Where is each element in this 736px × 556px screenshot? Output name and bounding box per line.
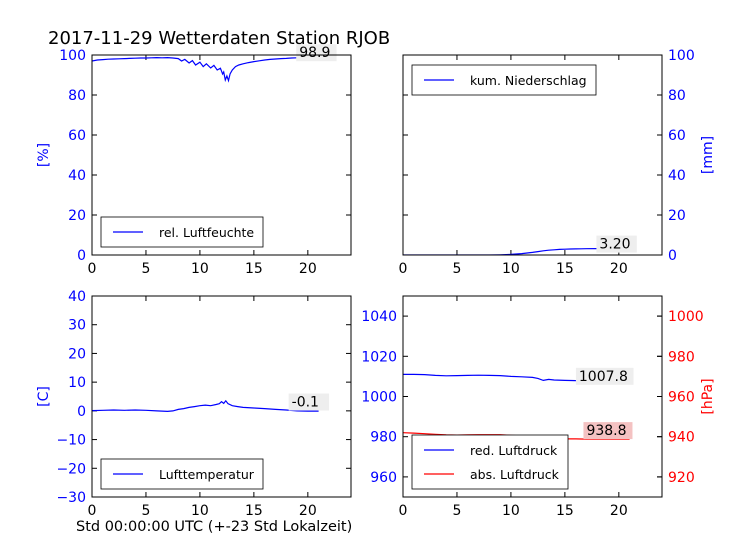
x-tick-label: 20 [299, 261, 317, 277]
y-right-tick-label: 980 [668, 349, 695, 365]
x-tick-label: 15 [556, 503, 574, 519]
y-tick-label: 40 [68, 289, 86, 305]
y-tick-label: 100 [59, 48, 86, 64]
value-label: -0.1 [292, 395, 319, 411]
y-tick-label: 20 [68, 346, 86, 362]
legend-label: rel. Luftfeuchte [159, 225, 254, 240]
x-tick-label: 15 [245, 503, 263, 519]
y-tick-label: 80 [68, 88, 86, 104]
y-tick-label: 20 [668, 208, 686, 224]
y-tick-label: 1040 [361, 309, 397, 325]
x-tick-label: 10 [502, 261, 520, 277]
x-tick-label: 20 [610, 503, 628, 519]
y-axis-label: [hPa] [700, 378, 716, 414]
x-tick-label: 5 [452, 503, 461, 519]
y-tick-label: 60 [68, 128, 86, 144]
x-tick-label: 0 [88, 503, 97, 519]
axes-frame [91, 295, 352, 498]
y-tick-label: −20 [56, 461, 86, 477]
value-badge [583, 422, 633, 440]
value-badge [296, 44, 337, 62]
y-tick-label: 1000 [361, 390, 397, 406]
value-label: 938.8 [586, 423, 626, 439]
x-tick-label: 0 [88, 261, 97, 277]
y-right-tick-label: 940 [668, 430, 695, 446]
legend-label: abs. Luftdruck [470, 467, 560, 482]
y-tick-label: 40 [668, 168, 686, 184]
panel-pressure: 0 5 10 15 20 960 980 1000 1020 1040 920 940 960 980 10… [361, 295, 716, 519]
value-label: 98.9 [299, 45, 330, 61]
y-tick-label: 980 [370, 430, 397, 446]
y-tick-label: 10 [68, 375, 86, 391]
panel-temperature: 0 5 10 15 20 −30 −20 −10 0 10 20 30 40 [C] -0.1 Lufttem… [36, 289, 352, 519]
x-tick-label: 15 [556, 261, 574, 277]
value-badge [596, 235, 637, 253]
legend-box [411, 434, 569, 490]
value-badge [575, 367, 634, 385]
y-tick-label: 80 [668, 88, 686, 104]
axes-frame [402, 295, 663, 498]
legend-label: red. Luftdruck [470, 443, 558, 458]
x-tick-label: 15 [245, 261, 263, 277]
x-tick-label: 5 [141, 261, 150, 277]
legend-label: Lufttemperatur [159, 467, 255, 482]
series-line [403, 248, 630, 255]
y-tick-label: 0 [77, 248, 86, 264]
y-tick-label: 1020 [361, 349, 397, 365]
y-axis-label: [C] [36, 386, 52, 407]
value-badge [288, 393, 330, 411]
x-tick-label: 20 [610, 261, 628, 277]
series-line [92, 399, 319, 413]
axes-frame [91, 54, 352, 256]
y-right-tick-label: 1000 [668, 309, 704, 325]
y-right-tick-label: 960 [668, 390, 695, 406]
y-tick-label: 0 [77, 404, 86, 420]
value-label: 3.20 [599, 237, 630, 253]
x-tick-label: 0 [399, 503, 408, 519]
value-label: 1007.8 [579, 369, 628, 385]
y-axis-label: [%] [36, 143, 52, 167]
y-tick-label: 60 [668, 128, 686, 144]
figure-title: 2017-11-29 Wetterdaten Station RJOB [48, 28, 390, 49]
series-line [92, 56, 319, 83]
x-tick-label: 0 [399, 261, 408, 277]
y-tick-label: 40 [68, 168, 86, 184]
x-tick-label: 5 [141, 503, 150, 519]
panel-precip: 0 5 10 15 20 0 20 40 60 80 100 [mm] 3.20 kum. Nieders… [399, 48, 716, 277]
y-tick-label: −10 [56, 433, 86, 449]
x-tick-label: 20 [299, 503, 317, 519]
y-axis-label: [mm] [700, 136, 716, 174]
y-tick-label: 100 [668, 48, 695, 64]
legend-label: kum. Niederschlag [470, 73, 587, 88]
y-tick-label: 0 [668, 248, 677, 264]
x-axis-label: Std 00:00:00 UTC (+-23 Std Lokalzeit) [76, 519, 352, 535]
panel-humidity: 0 5 10 15 20 0 20 40 60 80 100 [%] 98.9 rel. Luftfeuc… [36, 44, 352, 277]
axes-frame [402, 54, 663, 256]
y-tick-label: −30 [56, 490, 86, 506]
x-tick-label: 10 [191, 503, 209, 519]
y-tick-label: 20 [68, 208, 86, 224]
y-right-tick-label: 920 [668, 470, 695, 486]
x-tick-label: 10 [191, 261, 209, 277]
y-tick-label: 30 [68, 318, 86, 334]
y-tick-label: 960 [370, 470, 397, 486]
x-tick-label: 5 [452, 261, 461, 277]
x-tick-label: 10 [502, 503, 520, 519]
